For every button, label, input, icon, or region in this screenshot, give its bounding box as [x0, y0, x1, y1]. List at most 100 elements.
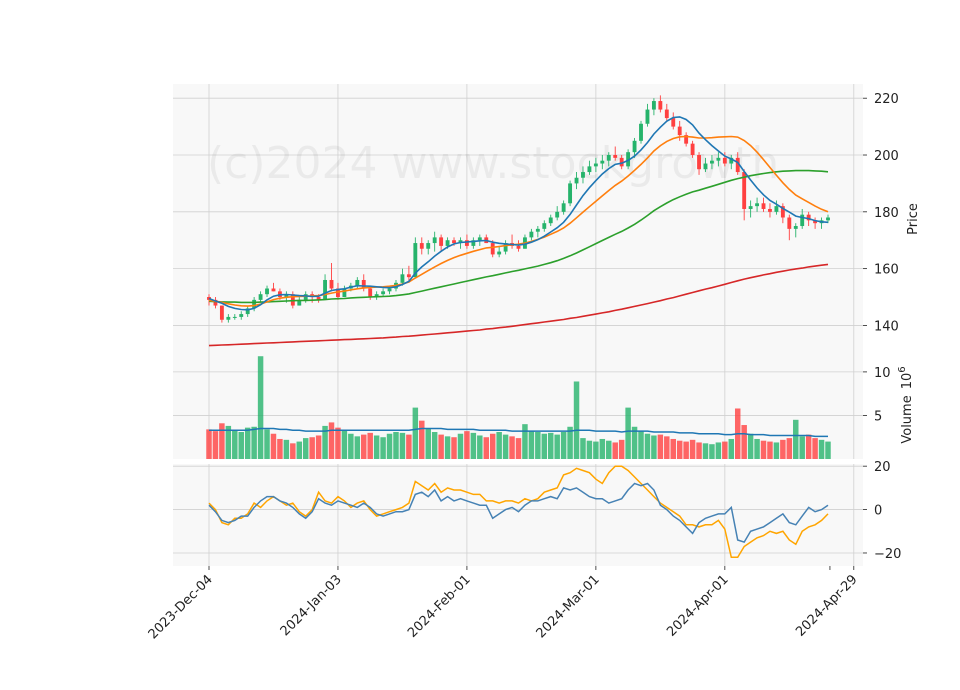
- candle-body: [419, 243, 424, 249]
- volume-bar: [438, 434, 444, 459]
- volume-bar: [767, 441, 773, 459]
- volume-bar: [412, 407, 419, 459]
- volume-bar: [793, 419, 799, 459]
- volume-bar: [502, 434, 509, 459]
- volume-bar: [238, 432, 244, 459]
- volume-bar: [586, 440, 593, 459]
- candle-body: [684, 135, 689, 144]
- moving-average-short-line: [208, 116, 829, 311]
- candle-body: [297, 299, 302, 306]
- volume-bar: [747, 433, 754, 459]
- candle-body: [677, 126, 682, 136]
- candle-body: [735, 157, 740, 173]
- candle-body: [503, 243, 508, 252]
- volume-bar: [406, 434, 412, 459]
- volume-bar: [612, 442, 618, 459]
- candle-body: [600, 160, 605, 164]
- volume-bar: [212, 431, 219, 459]
- volume-bar: [593, 441, 599, 459]
- volume-bar: [451, 437, 457, 459]
- volume-bar: [373, 435, 380, 459]
- candle-body: [774, 206, 779, 212]
- candle-body: [516, 245, 521, 249]
- candle-body: [258, 294, 263, 300]
- volume-bar: [618, 439, 625, 459]
- candle-body: [355, 279, 360, 286]
- candle-body: [336, 288, 340, 298]
- candle-body: [400, 274, 405, 283]
- price-panel: [173, 84, 863, 351]
- volume-bar: [638, 431, 644, 459]
- candle-body: [748, 206, 753, 209]
- volume-bar: [780, 439, 786, 459]
- candle-body: [742, 172, 747, 209]
- x-axis-tick-label: 2024-Mar-01: [534, 572, 603, 641]
- candle-body: [658, 101, 663, 110]
- candle-body: [632, 140, 637, 153]
- volume-bar: [625, 407, 631, 459]
- volume-axis-tick-label: 5: [874, 409, 882, 424]
- price-axis-tick-label: 180: [874, 206, 899, 221]
- volume-bar: [225, 425, 232, 459]
- candle-body: [716, 157, 721, 161]
- volume-bar: [651, 435, 657, 459]
- volume-bar: [805, 434, 812, 459]
- candle-body: [787, 217, 792, 229]
- candle-body: [368, 288, 373, 298]
- volume-bar: [464, 431, 470, 459]
- volume-bar: [567, 426, 573, 459]
- candle-body: [265, 288, 269, 295]
- volume-bar: [470, 432, 477, 459]
- volume-bar: [689, 439, 696, 459]
- candle-body: [406, 274, 411, 278]
- volume-bar: [522, 424, 528, 459]
- candle-body: [813, 220, 818, 224]
- moving-average-200-line: [208, 263, 829, 347]
- volume-bar: [799, 436, 805, 459]
- candle-body: [593, 163, 598, 167]
- volume-bar: [257, 356, 264, 459]
- candle-body: [219, 305, 224, 320]
- volume-bar: [309, 437, 315, 459]
- candle-body: [316, 297, 321, 300]
- gridlines: [173, 84, 863, 566]
- candle-body: [361, 279, 366, 289]
- candle-body: [426, 243, 431, 249]
- candle-body: [793, 226, 798, 229]
- candle-body: [374, 294, 379, 298]
- volume-bar: [702, 443, 709, 459]
- volume-bar: [419, 420, 425, 459]
- price-axis-tick-label: 140: [874, 319, 899, 334]
- candle-body: [542, 223, 547, 229]
- candle-body: [806, 214, 811, 221]
- volume-bar: [547, 432, 554, 459]
- volume-bar: [541, 433, 548, 459]
- oscillator-axis-tick-label: −20: [874, 547, 901, 562]
- volume-moving-average-line: [209, 427, 828, 438]
- volume-bar: [302, 438, 309, 459]
- volume-bar: [825, 441, 831, 459]
- candle-body: [697, 155, 701, 170]
- volume-bar: [219, 423, 225, 459]
- volume-bar: [573, 381, 580, 459]
- candle-body: [639, 123, 643, 141]
- candle-body: [561, 203, 566, 212]
- candle-body: [626, 152, 631, 167]
- volume-bar: [812, 438, 818, 459]
- volume-bar: [606, 440, 612, 459]
- candle-body: [761, 203, 766, 209]
- candle-body: [252, 299, 257, 309]
- volume-bar: [386, 433, 393, 459]
- volume-axis-label-exp: 10: [900, 373, 915, 390]
- volume-bar: [361, 434, 367, 459]
- candle-body: [497, 251, 502, 255]
- volume-bar: [296, 441, 303, 459]
- price-axis-tick-label: 160: [874, 263, 899, 278]
- candle-body: [445, 240, 450, 246]
- volume-bar: [683, 441, 689, 459]
- volume-bar: [354, 436, 361, 459]
- x-axis-tick-label: 2024-Apr-01: [664, 572, 731, 639]
- x-axis-tick-label: 2024-Apr-29: [793, 572, 860, 639]
